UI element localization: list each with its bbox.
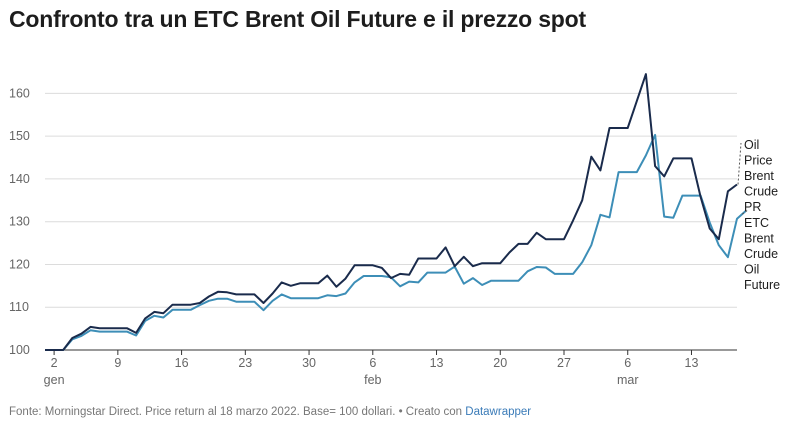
y-tick-label: 110 — [9, 300, 29, 314]
series-line-brent-spot — [45, 73, 738, 351]
x-tick-label: 20 — [493, 356, 507, 370]
x-tick-label: 30 — [302, 356, 316, 370]
x-tick-label: 6 — [624, 356, 631, 370]
y-tick-label: 120 — [9, 257, 30, 271]
source-note: Fonte: Morningstar Direct. Price return … — [9, 406, 531, 418]
series-lines — [45, 73, 747, 351]
series-label-line: Crude — [744, 185, 778, 199]
chart-title: Confronto tra un ETC Brent Oil Future e … — [9, 6, 586, 32]
series-labels: OilPriceBrentCrudePRETCBrentCrudeOilFutu… — [737, 138, 780, 292]
series-label-line: Oil — [744, 263, 759, 277]
x-tick-label: 23 — [238, 356, 252, 370]
x-tick-label: 13 — [685, 356, 699, 370]
x-tick-label: 9 — [114, 356, 121, 370]
x-tick-label: 16 — [175, 356, 189, 370]
series-label-line: PR — [744, 200, 761, 214]
series-label-connector — [737, 142, 742, 185]
series-label-line: Oil — [744, 138, 759, 152]
datawrapper-link[interactable]: Datawrapper — [465, 406, 532, 418]
y-tick-label: 130 — [9, 215, 30, 229]
series-label-connector — [740, 210, 748, 216]
series-label-line: Crude — [744, 247, 778, 261]
x-month-label: feb — [364, 373, 381, 387]
y-tick-label: 160 — [9, 86, 30, 100]
series-label-line: ETC — [744, 216, 769, 230]
y-tick-label: 150 — [9, 129, 30, 143]
y-tick-label: 140 — [9, 172, 30, 186]
gridlines — [45, 92, 737, 351]
x-tick-label: 2 — [51, 356, 58, 370]
y-tick-label: 100 — [9, 343, 30, 357]
x-month-label: gen — [44, 373, 65, 387]
x-axis-tick-labels: 2 gen 9 16 23 30 6 feb 13 20 27 6 mar 13 — [44, 350, 699, 387]
series-line-etc-future — [45, 133, 747, 351]
series-label-line: Brent — [744, 232, 774, 246]
source-text: Fonte: Morningstar Direct. Price return … — [9, 406, 466, 418]
y-axis-tick-labels: 100 110 120 130 140 150 160 — [9, 86, 30, 357]
x-tick-label: 6 — [369, 356, 376, 370]
x-tick-label: 13 — [430, 356, 444, 370]
series-label-line: Brent — [744, 169, 774, 183]
x-month-label: mar — [617, 373, 639, 387]
series-label-line: Future — [744, 278, 780, 292]
series-label-line: Price — [744, 154, 773, 168]
x-tick-label: 27 — [557, 356, 571, 370]
